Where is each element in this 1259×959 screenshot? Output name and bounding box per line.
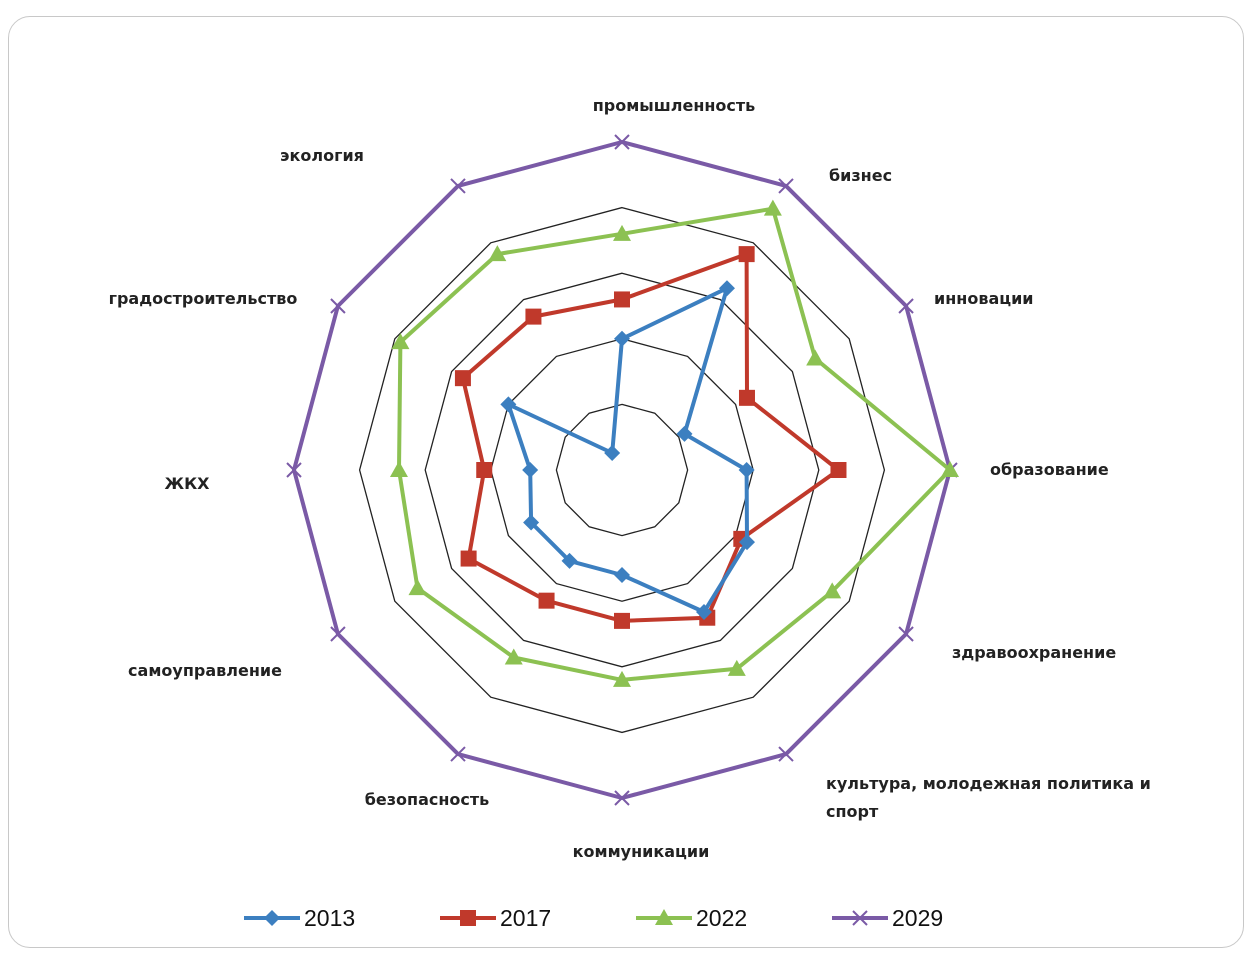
category-label-0: промышленность — [593, 96, 756, 115]
legend-label-2013: 2013 — [304, 905, 355, 931]
legend-label-2029: 2029 — [892, 905, 943, 931]
point-2017-11 — [525, 308, 542, 325]
radar-series — [286, 134, 959, 806]
point-2017-2 — [738, 389, 755, 406]
category-label-5-line2: спорт — [826, 802, 879, 821]
point-2017-1 — [738, 246, 755, 263]
category-label-1: бизнес — [829, 166, 892, 185]
grid-ring-3 — [424, 272, 820, 668]
point-2013-6 — [614, 566, 630, 583]
point-2013-4 — [738, 534, 755, 551]
point-2017-6 — [614, 612, 630, 629]
legend-item-2017: 2017 — [440, 905, 551, 931]
point-2017-3 — [830, 462, 847, 478]
point-2029-4 — [898, 626, 914, 642]
category-label-9: ЖКХ — [165, 474, 211, 493]
point-2013-8 — [523, 514, 540, 531]
point-2022-8 — [408, 579, 427, 596]
legend-marker-2029 — [852, 910, 868, 926]
point-2017-10 — [454, 370, 471, 387]
grid-ring-4 — [358, 206, 886, 734]
point-2017-0 — [614, 291, 630, 308]
legend-item-2029: 2029 — [832, 905, 943, 931]
category-label-2: инновации — [934, 289, 1034, 308]
legend-label-2017: 2017 — [500, 905, 551, 931]
point-2022-3 — [941, 461, 959, 477]
point-2013-2 — [676, 425, 693, 442]
category-label-3: образование — [990, 460, 1109, 479]
category-label-5: культура, молодежная политика и спорт — [826, 774, 1156, 821]
point-2022-4 — [823, 582, 842, 599]
point-2013-11 — [604, 444, 621, 461]
point-2013-5 — [696, 604, 712, 621]
category-label-8: самоуправление — [128, 661, 282, 680]
point-2013-1 — [718, 280, 735, 297]
point-2029-7 — [450, 746, 466, 762]
point-2022-2 — [806, 349, 825, 366]
series-2022 — [389, 199, 959, 687]
point-2013-10 — [500, 396, 517, 413]
category-label-4: здравоохранение — [952, 643, 1116, 662]
legend: 2013 2017 2022 2029 — [244, 905, 943, 931]
point-2029-1 — [778, 178, 794, 194]
point-2029-8 — [330, 626, 346, 642]
point-2022-6 — [613, 670, 631, 687]
legend-item-2013: 2013 — [244, 905, 355, 931]
point-2022-0 — [613, 224, 631, 241]
category-labels: промышленность бизнес инновации образова… — [109, 96, 1156, 861]
series-2017 — [454, 246, 847, 629]
point-2029-11 — [450, 178, 466, 194]
point-2029-0 — [614, 134, 630, 150]
category-label-5-line1: культура, молодежная политика и — [826, 774, 1151, 793]
grid-ring-1 — [555, 403, 689, 537]
legend-marker-2013 — [264, 910, 280, 926]
point-2022-9 — [389, 461, 408, 477]
point-2013-9 — [522, 462, 539, 478]
point-2017-8 — [460, 550, 477, 567]
point-2013-3 — [738, 462, 755, 478]
category-label-6: коммуникации — [573, 842, 710, 861]
point-2013-7 — [561, 552, 578, 569]
point-2022-11 — [488, 245, 507, 262]
legend-marker-2022 — [655, 909, 673, 925]
point-2029-2 — [898, 298, 914, 314]
point-2029-6 — [614, 790, 630, 806]
point-2029-9 — [286, 462, 302, 478]
category-label-7: безопасность — [365, 790, 490, 809]
point-2029-10 — [330, 298, 346, 314]
point-2022-5 — [727, 659, 746, 676]
legend-item-2022: 2022 — [636, 905, 747, 931]
point-2022-7 — [504, 648, 523, 665]
category-label-11: экология — [280, 146, 364, 165]
point-2017-9 — [476, 462, 493, 478]
point-2017-7 — [538, 592, 555, 609]
point-2022-1 — [763, 199, 782, 216]
point-2029-5 — [778, 746, 794, 762]
series-2013 — [500, 280, 755, 621]
category-label-10: градостроительство — [109, 289, 298, 308]
legend-marker-2017 — [460, 910, 476, 926]
point-2013-0 — [614, 330, 630, 347]
point-2022-10 — [391, 333, 410, 350]
series-2029 — [286, 134, 958, 806]
legend-label-2022: 2022 — [696, 905, 747, 931]
